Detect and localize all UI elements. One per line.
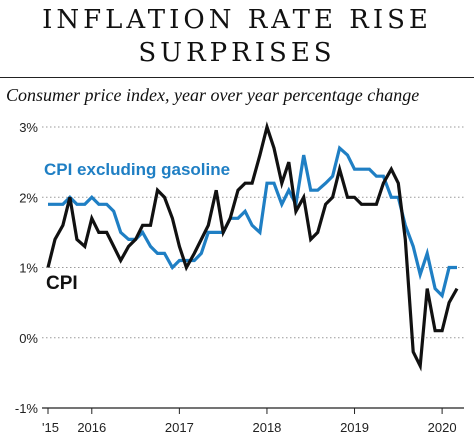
- title-divider: [0, 77, 474, 78]
- title-line-2: SURPRISES: [138, 38, 336, 68]
- chart-title: INFLATION RATE RISE SURPRISES: [0, 4, 474, 70]
- x-tick-label: 2018: [252, 420, 281, 435]
- x-tick-label: 2019: [340, 420, 369, 435]
- series-label-cpi: CPI: [46, 273, 78, 294]
- x-axis: '15 2016 2017 2018 2019 2020: [42, 407, 464, 435]
- y-tick-label: 0%: [19, 331, 38, 346]
- series-labels: CPI excluding gasoline CPI: [44, 160, 230, 294]
- chart-subtitle: Consumer price index, year over year per…: [6, 85, 420, 105]
- y-tick-label: 3%: [19, 120, 38, 135]
- x-tick-label: 2016: [77, 420, 106, 435]
- y-tick-label: 1%: [19, 261, 38, 276]
- y-tick-label: 2%: [19, 190, 38, 205]
- x-tick-label: 2020: [428, 420, 457, 435]
- series-label-cpi-excluding-gasoline: CPI excluding gasoline: [44, 160, 230, 179]
- y-axis-ticks: 3% 2% 1% 0% -1%: [15, 120, 39, 416]
- y-tick-label: -1%: [15, 401, 39, 416]
- x-tick-label: '15: [42, 420, 59, 435]
- title-line-1: INFLATION RATE RISE: [42, 5, 432, 35]
- x-tick-label: 2017: [165, 420, 194, 435]
- series-line-cpi: [46, 121, 459, 372]
- series-line-cpi-excluding-gasoline: [48, 145, 457, 299]
- series-lines: [46, 121, 459, 372]
